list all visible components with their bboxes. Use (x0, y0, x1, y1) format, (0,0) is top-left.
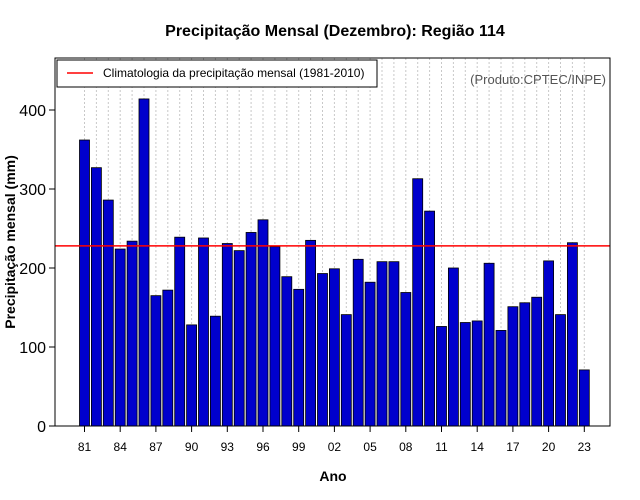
bar-22 (567, 242, 578, 427)
bar-04 (352, 258, 364, 427)
x-tick-label: 23 (578, 440, 592, 454)
y-tick-label: 200 (19, 261, 46, 278)
bar-82 (91, 167, 102, 427)
bar-95 (245, 232, 257, 427)
bar-81 (79, 139, 90, 427)
bar-90 (186, 324, 198, 427)
vertical-gridlines (84, 58, 585, 426)
bar-16 (495, 330, 507, 427)
x-tick-label: 05 (363, 440, 377, 454)
bar-23 (578, 369, 590, 427)
source-note: (Produto:CPTEC/INPE) (470, 72, 606, 87)
bar-07 (388, 261, 400, 427)
bar-18 (519, 302, 531, 427)
bar-98 (281, 276, 293, 427)
bar-00 (305, 239, 317, 427)
bar-87 (150, 295, 162, 427)
bar-96 (257, 219, 269, 427)
bar-13 (459, 322, 471, 427)
x-tick-label: 02 (328, 440, 342, 454)
bar-21 (555, 314, 566, 427)
bar-12 (447, 267, 459, 427)
bar-97 (269, 246, 281, 427)
bar-17 (507, 306, 519, 427)
bar-09 (412, 178, 424, 427)
y-axis-title: Precipitação mensal (mm) (2, 155, 18, 329)
x-tick-label: 90 (185, 440, 199, 454)
bar-94 (233, 250, 245, 427)
bar-86 (138, 98, 150, 427)
x-tick-label: 93 (221, 440, 235, 454)
x-axis-title: Ano (319, 468, 346, 484)
y-tick-label: 100 (19, 340, 46, 357)
bar-85 (126, 240, 138, 427)
bar-89 (174, 236, 186, 427)
x-tick-label: 81 (78, 440, 92, 454)
y-tick-label: 300 (19, 182, 46, 199)
bar-14 (471, 320, 483, 427)
bar-15 (483, 262, 495, 427)
legend-label: Climatologia da precipitação mensal (198… (103, 66, 364, 80)
bar-88 (162, 289, 174, 427)
x-tick-label: 84 (114, 440, 128, 454)
bars (79, 98, 590, 427)
y-axis: 0 100 200 300 400 (19, 103, 55, 436)
legend-box (56, 59, 378, 88)
bar-05 (364, 281, 376, 427)
bar-83 (102, 199, 114, 427)
bar-11 (436, 326, 447, 427)
x-tick-label: 17 (506, 440, 520, 454)
x-tick-label: 99 (292, 440, 306, 454)
y-tick-label: 0 (37, 419, 46, 436)
bar-08 (400, 292, 412, 427)
bar-92 (209, 315, 221, 427)
bar-03 (340, 314, 352, 427)
bar-01 (317, 273, 328, 427)
x-tick-label: 87 (149, 440, 163, 454)
x-tick-label: 11 (435, 440, 448, 454)
bar-02 (328, 268, 340, 427)
chart-title: Precipitação Mensal (Dezembro): Região 1… (165, 23, 505, 40)
bar-99 (293, 288, 305, 427)
x-axis: 81 84 87 90 93 96 99 02 05 08 11 14 17 20 23 (78, 426, 591, 454)
x-tick-label: 14 (471, 440, 485, 454)
x-tick-label: 08 (399, 440, 413, 454)
plot-frame (54, 57, 611, 427)
y-tick-label: 400 (19, 103, 46, 120)
x-tick-label: 20 (542, 440, 556, 454)
bar-84 (114, 248, 126, 427)
bar-20 (543, 260, 554, 427)
x-tick-label: 96 (256, 440, 270, 454)
bar-91 (198, 237, 209, 427)
bar-19 (531, 296, 543, 427)
bar-93 (221, 243, 233, 427)
bar-06 (376, 261, 388, 427)
bar-10 (424, 210, 436, 427)
legend: Climatologia da precipitação mensal (198… (56, 59, 378, 88)
